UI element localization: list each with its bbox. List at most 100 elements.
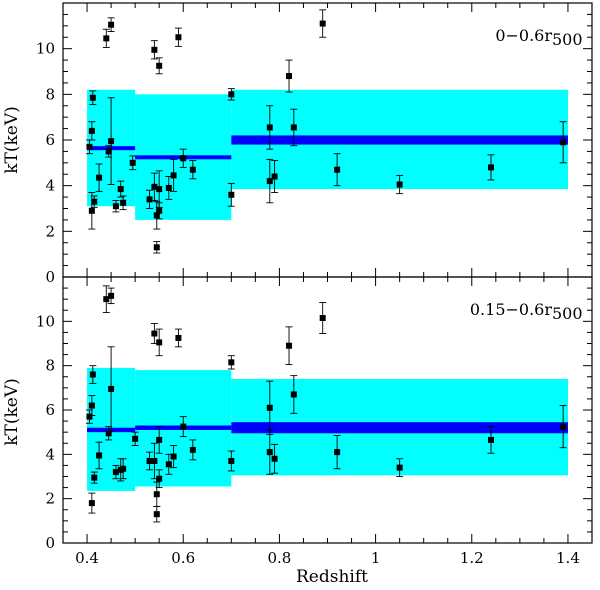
top-data-point [88,121,96,141]
bottom-data-point [266,429,274,475]
bottom-marker [88,500,95,507]
top-data-point [107,17,115,32]
top-marker [396,181,403,188]
bottom-marker [108,385,115,392]
bottom-data-point [88,492,96,514]
top-data-point [487,154,495,181]
bottom-marker [165,461,172,468]
bottom-y-axis-label: kT(keV) [2,378,22,446]
top-marker [112,203,119,210]
top-data-point [266,158,274,204]
top-marker [266,178,273,185]
top-marker [156,62,163,69]
top-mean-bar-3 [231,135,568,145]
top-marker [88,207,95,214]
bottom-data-point [89,365,97,384]
top-data-point [189,160,197,180]
bottom-data-point [107,346,115,432]
bottom-marker [189,446,196,453]
bottom-data-point [396,458,404,477]
top-data-point [107,97,115,185]
bottom-y-tick-label: 6 [45,401,55,419]
bottom-data-point [319,302,327,334]
bottom-marker [271,455,278,462]
top-data-point [559,121,567,164]
top-marker [129,159,136,166]
top-data-point [290,108,298,147]
top-marker [170,172,177,179]
bottom-data-point [131,431,139,446]
top-marker [156,186,163,193]
top-marker [180,155,187,162]
top-y-tick-label: 6 [45,131,55,149]
bottom-annotation-subscript: 500 [552,304,583,323]
bottom-data-point [170,445,178,469]
bottom-x-tick-label: 1.2 [460,549,484,567]
top-data-point [119,195,127,211]
bottom-marker [488,436,495,443]
top-marker [189,166,196,173]
bottom-data-point [227,355,235,370]
bottom-x-tick-label: 0.4 [75,549,99,567]
bottom-y-tick-label: 10 [36,312,55,330]
bottom-marker [153,511,160,518]
bottom-data-point [119,458,127,480]
top-data-point [155,57,163,75]
top-data-point [129,155,137,171]
top-data-point [155,170,163,208]
bottom-data-point [333,435,341,470]
bottom-data-point [155,469,163,489]
bottom-data-point [88,395,96,416]
top-marker [89,94,96,101]
top-data-point [271,160,279,193]
top-data-point [89,90,97,106]
top-marker [165,184,172,191]
bottom-data-point [271,443,279,474]
bottom-marker [156,436,163,443]
bottom-data-point [102,285,110,313]
bottom-marker [396,464,403,471]
top-y-tick-label: 0 [45,268,55,286]
bottom-marker [96,452,103,459]
bottom-marker [334,449,341,456]
top-data-point [174,27,182,47]
bottom-marker [89,371,96,378]
top-data-point [150,40,158,60]
bottom-marker [286,342,293,349]
top-annotation: 0−0.6r [495,26,552,45]
top-marker [266,124,273,131]
top-marker [290,124,297,131]
top-data-point [333,153,341,187]
top-marker [228,91,235,98]
bottom-marker [108,292,115,299]
bottom-data-point [487,426,495,454]
bottom-marker [151,330,158,337]
bottom-data-point [227,450,235,472]
bottom-marker [112,469,119,476]
bottom-marker [170,453,177,460]
top-annotation-subscript: 500 [552,30,583,49]
bottom-data-point [112,464,120,480]
bottom-data-point [107,287,115,305]
bottom-data-point [559,405,567,449]
top-data-point [396,174,404,195]
bottom-data-point [153,505,161,523]
top-marker [103,35,110,42]
bottom-data-point [174,328,182,348]
top-data-point [150,172,158,201]
bottom-data-point [290,375,298,414]
bottom-marker [560,423,567,430]
bottom-data-point [155,328,163,357]
bottom-data-point [179,416,187,438]
bottom-marker [103,296,110,303]
top-y-tick-label: 4 [45,177,55,195]
bottom-marker [266,449,273,456]
top-marker [108,21,115,28]
top-marker [108,138,115,145]
top-marker [117,186,124,193]
top-marker [560,139,567,146]
bottom-marker [228,457,235,464]
bottom-marker [266,404,273,411]
bottom-marker [319,315,326,322]
